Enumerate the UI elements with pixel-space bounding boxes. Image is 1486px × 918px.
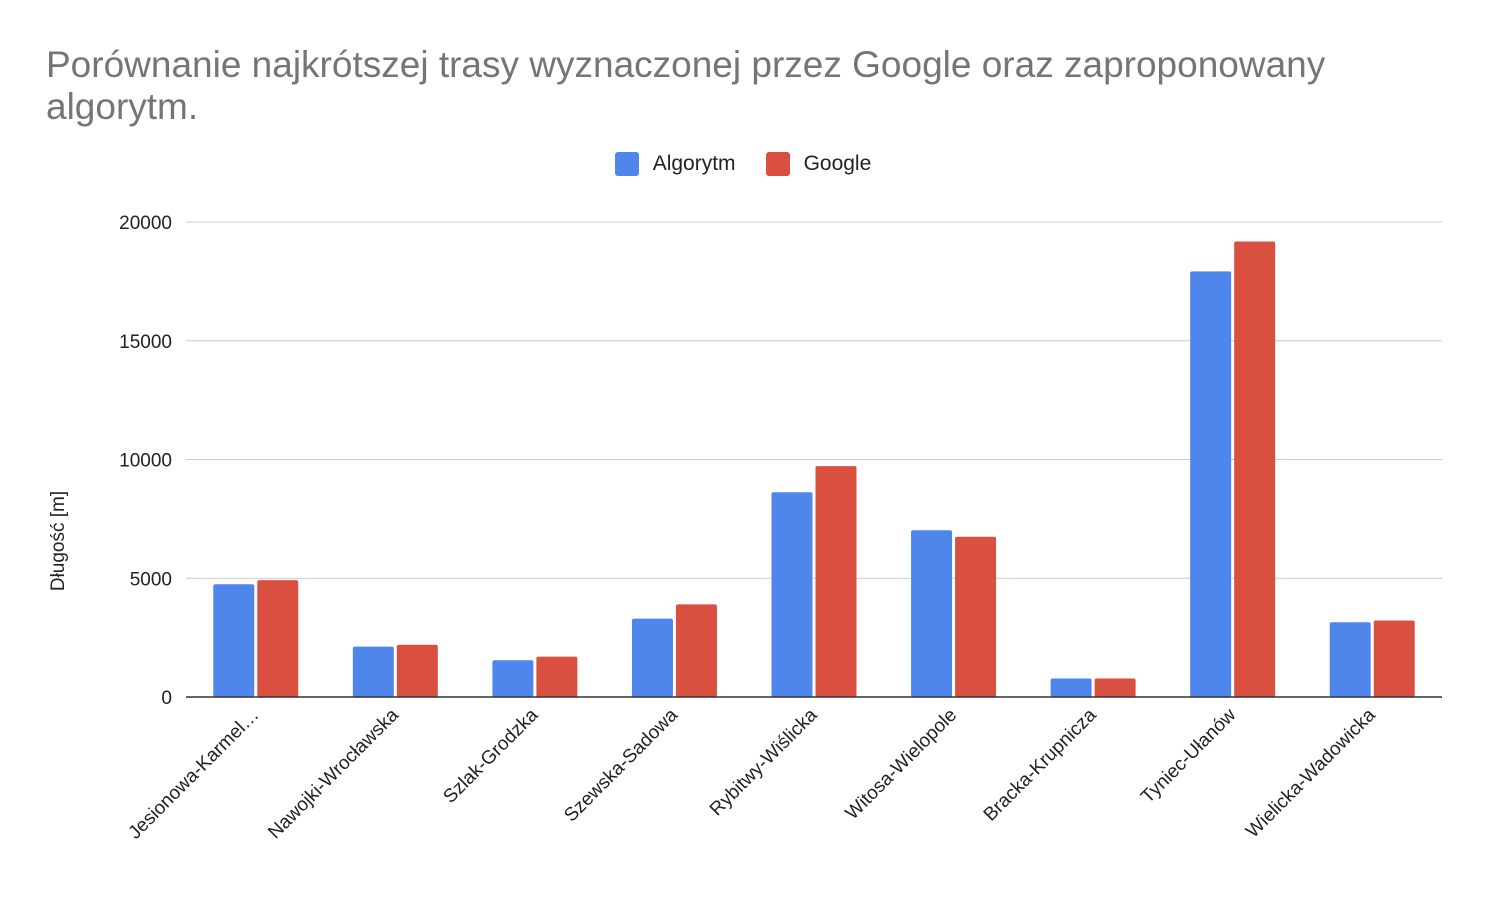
x-tick-label-7: Bracka-Krupnicza — [980, 704, 1101, 825]
bar-algorytm-7 — [1050, 678, 1092, 697]
y-tick-label-0: 0 — [161, 688, 172, 709]
x-tick-label-4: Szewska-Sadowa — [560, 704, 682, 826]
bar-google-6 — [955, 536, 997, 697]
x-tick-label-6: Witosa-Wielopole — [842, 705, 961, 824]
y-tick-label-10000: 10000 — [119, 451, 172, 472]
legend-label-google: Google — [803, 152, 872, 175]
legend-swatch-google — [765, 152, 790, 176]
y-tick-label-15000: 15000 — [119, 332, 172, 353]
x-tick-label-1: Jesionowa-Karmel… — [125, 705, 264, 844]
x-tick-label-3: Szlak-Grodzka — [439, 704, 542, 807]
legend-item-google[interactable]: Google — [765, 152, 872, 176]
bar-algorytm-2 — [352, 646, 394, 697]
bar-algorytm-3 — [492, 660, 534, 697]
bar-google-9 — [1373, 620, 1415, 697]
y-tick-label-5000: 5000 — [130, 569, 172, 590]
bar-algorytm-8 — [1190, 271, 1232, 697]
x-tick-label-5: Rybitwy-Wiślicka — [706, 704, 822, 820]
x-tick-label-9: Wielicka-Wadowicka — [1242, 704, 1380, 842]
bar-google-1 — [257, 580, 299, 697]
bar-algorytm-1 — [213, 584, 255, 697]
bar-algorytm-5 — [771, 492, 813, 697]
bar-algorytm-6 — [911, 530, 953, 697]
legend-swatch-algorytm — [614, 152, 639, 176]
chart-legend: Algorytm Google — [0, 152, 1486, 176]
x-tick-label-8: Tyniec-Ułanów — [1137, 704, 1240, 807]
bar-google-3 — [536, 656, 578, 697]
bar-google-7 — [1094, 678, 1136, 697]
chart-title: Porównanie najkrótszej trasy wyznaczonej… — [46, 44, 1326, 127]
y-tick-label-20000: 20000 — [119, 213, 172, 234]
bar-google-5 — [815, 466, 857, 697]
x-tick-label-2: Nawojki-Wrocławska — [264, 704, 403, 843]
bar-google-8 — [1234, 241, 1276, 697]
legend-item-algorytm[interactable]: Algorytm — [614, 152, 736, 176]
bar-google-4 — [675, 604, 717, 697]
bar-google-2 — [396, 644, 438, 697]
bar-algorytm-4 — [631, 618, 673, 697]
bar-algorytm-9 — [1329, 622, 1371, 697]
legend-label-algorytm: Algorytm — [652, 152, 736, 175]
